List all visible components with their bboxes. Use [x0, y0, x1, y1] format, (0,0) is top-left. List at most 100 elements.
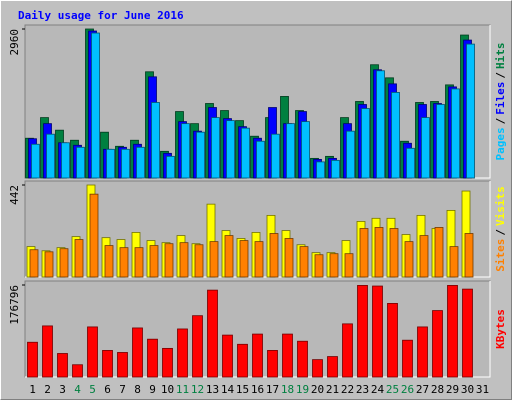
bar	[406, 147, 415, 179]
bar	[254, 241, 264, 278]
bar	[316, 161, 325, 179]
bar	[284, 238, 294, 278]
bar	[29, 249, 39, 278]
x-tick-label: 15	[236, 383, 249, 396]
bar	[271, 133, 280, 179]
bar	[434, 227, 444, 278]
bar	[196, 131, 205, 179]
bar	[209, 241, 219, 278]
bar	[312, 359, 323, 378]
x-tick-label: 13	[206, 383, 219, 396]
bar	[466, 43, 475, 179]
legend: KBytes	[494, 309, 507, 349]
bar	[344, 253, 354, 278]
x-tick-label: 3	[59, 383, 66, 396]
bar	[372, 285, 383, 378]
bar	[42, 325, 53, 378]
bar	[239, 240, 249, 278]
x-tick-label: 4	[74, 383, 81, 396]
x-tick-label: 2	[44, 383, 51, 396]
bar	[89, 193, 99, 278]
bar	[327, 356, 338, 378]
x-tick-label: 14	[221, 383, 235, 396]
bar	[151, 102, 160, 179]
bar	[149, 245, 159, 278]
bar	[299, 246, 309, 278]
x-tick-label: 18	[281, 383, 294, 396]
bar	[119, 247, 129, 278]
bar	[117, 352, 128, 378]
y-tick-label: 442	[8, 185, 21, 205]
legend-separator: /	[494, 117, 507, 124]
legend: Sites / Visits	[494, 186, 507, 272]
bar	[297, 340, 308, 378]
bar	[164, 243, 174, 278]
x-tick-label: 19	[296, 383, 309, 396]
x-tick-label: 16	[251, 383, 264, 396]
bar	[57, 353, 68, 378]
bar	[31, 143, 40, 179]
x-tick-label: 30	[461, 383, 474, 396]
bar	[331, 159, 340, 179]
bar	[222, 334, 233, 378]
bar	[404, 241, 414, 278]
bar	[87, 326, 98, 378]
bar	[462, 288, 473, 378]
x-tick-label: 6	[104, 383, 111, 396]
bar	[61, 142, 70, 179]
x-tick-label: 22	[341, 383, 354, 396]
bar	[132, 327, 143, 378]
bar	[449, 246, 459, 278]
legend-entry: Pages	[494, 127, 507, 160]
bar	[269, 233, 279, 278]
x-tick-label: 7	[119, 383, 126, 396]
x-tick-label: 29	[446, 383, 459, 396]
bar	[451, 88, 460, 179]
bar	[417, 326, 428, 378]
x-tick-label: 23	[356, 383, 369, 396]
x-tick-label: 21	[326, 383, 339, 396]
bar	[464, 233, 474, 278]
bar	[391, 92, 400, 179]
legend-entry: Visits	[494, 186, 507, 226]
bar	[91, 32, 100, 179]
bar	[346, 130, 355, 179]
x-tick-label: 27	[416, 383, 429, 396]
bar	[267, 350, 278, 378]
bar	[106, 148, 115, 179]
legend-entry: Files	[494, 82, 507, 115]
y-tick-label: 176796	[8, 285, 21, 325]
bar	[166, 155, 175, 179]
bar	[59, 248, 69, 278]
bar	[181, 123, 190, 179]
bar	[136, 146, 145, 179]
legend-separator: /	[494, 229, 507, 236]
bar	[361, 108, 370, 179]
bar	[357, 285, 368, 378]
bar	[432, 310, 443, 378]
x-tick-label: 9	[149, 383, 156, 396]
bar	[286, 123, 295, 179]
chart-title: Daily usage for June 2016	[18, 9, 184, 22]
bar	[256, 140, 265, 179]
bar	[447, 285, 458, 378]
x-tick-label: 1	[29, 383, 36, 396]
legend-entry: KBytes	[494, 309, 507, 349]
bar	[134, 247, 144, 278]
bar	[147, 338, 158, 378]
legend-separator: /	[494, 72, 507, 79]
bar	[211, 117, 220, 179]
bar	[177, 328, 188, 378]
bar	[104, 245, 114, 278]
x-tick-label: 8	[134, 383, 141, 396]
bar	[224, 235, 234, 278]
x-tick-label: 25	[386, 383, 399, 396]
bar	[314, 254, 324, 278]
bar	[226, 120, 235, 179]
bar	[282, 333, 293, 378]
x-tick-label: 5	[89, 383, 96, 396]
bar	[359, 228, 369, 278]
bar	[192, 315, 203, 378]
